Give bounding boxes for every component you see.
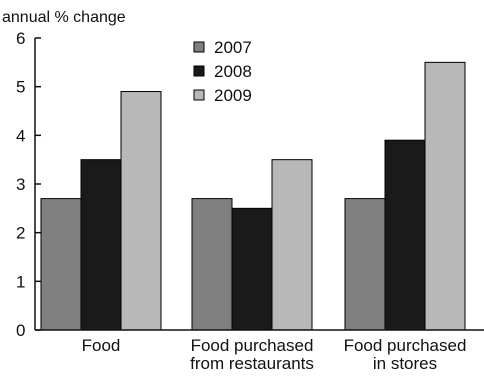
x-category-label: Food purchased: [191, 336, 314, 355]
bar-2007: [40, 198, 82, 331]
x-category-label: in stores: [373, 354, 437, 373]
y-tick-label: 5: [16, 78, 25, 97]
y-axis-label: annual % change: [2, 9, 126, 26]
bar-2008: [231, 207, 273, 331]
legend-label-2009: 2009: [214, 86, 252, 105]
x-category-label: Food purchased: [344, 336, 467, 355]
legend-swatch-2008: [193, 65, 205, 77]
y-tick-label: 2: [16, 224, 25, 243]
legend-label-2007: 2007: [214, 38, 252, 57]
bar-2008: [80, 159, 122, 331]
bar-2009: [120, 91, 162, 331]
x-category-label: Food: [82, 336, 121, 355]
legend-swatch-2009: [193, 89, 205, 101]
y-tick-label: 4: [16, 126, 25, 145]
bar-2009: [271, 159, 313, 331]
y-tick-label: 6: [16, 29, 25, 48]
y-tick-label: 0: [16, 321, 25, 340]
bar-2007: [344, 198, 386, 331]
bar-2009: [424, 61, 466, 331]
y-tick-label: 3: [16, 175, 25, 194]
bar-2007: [191, 198, 233, 331]
legend-swatch-2007: [193, 41, 205, 53]
y-tick-label: 1: [16, 272, 25, 291]
legend-label-2008: 2008: [214, 62, 252, 81]
bar-2008: [384, 139, 426, 331]
x-category-label: from restaurants: [190, 354, 314, 373]
